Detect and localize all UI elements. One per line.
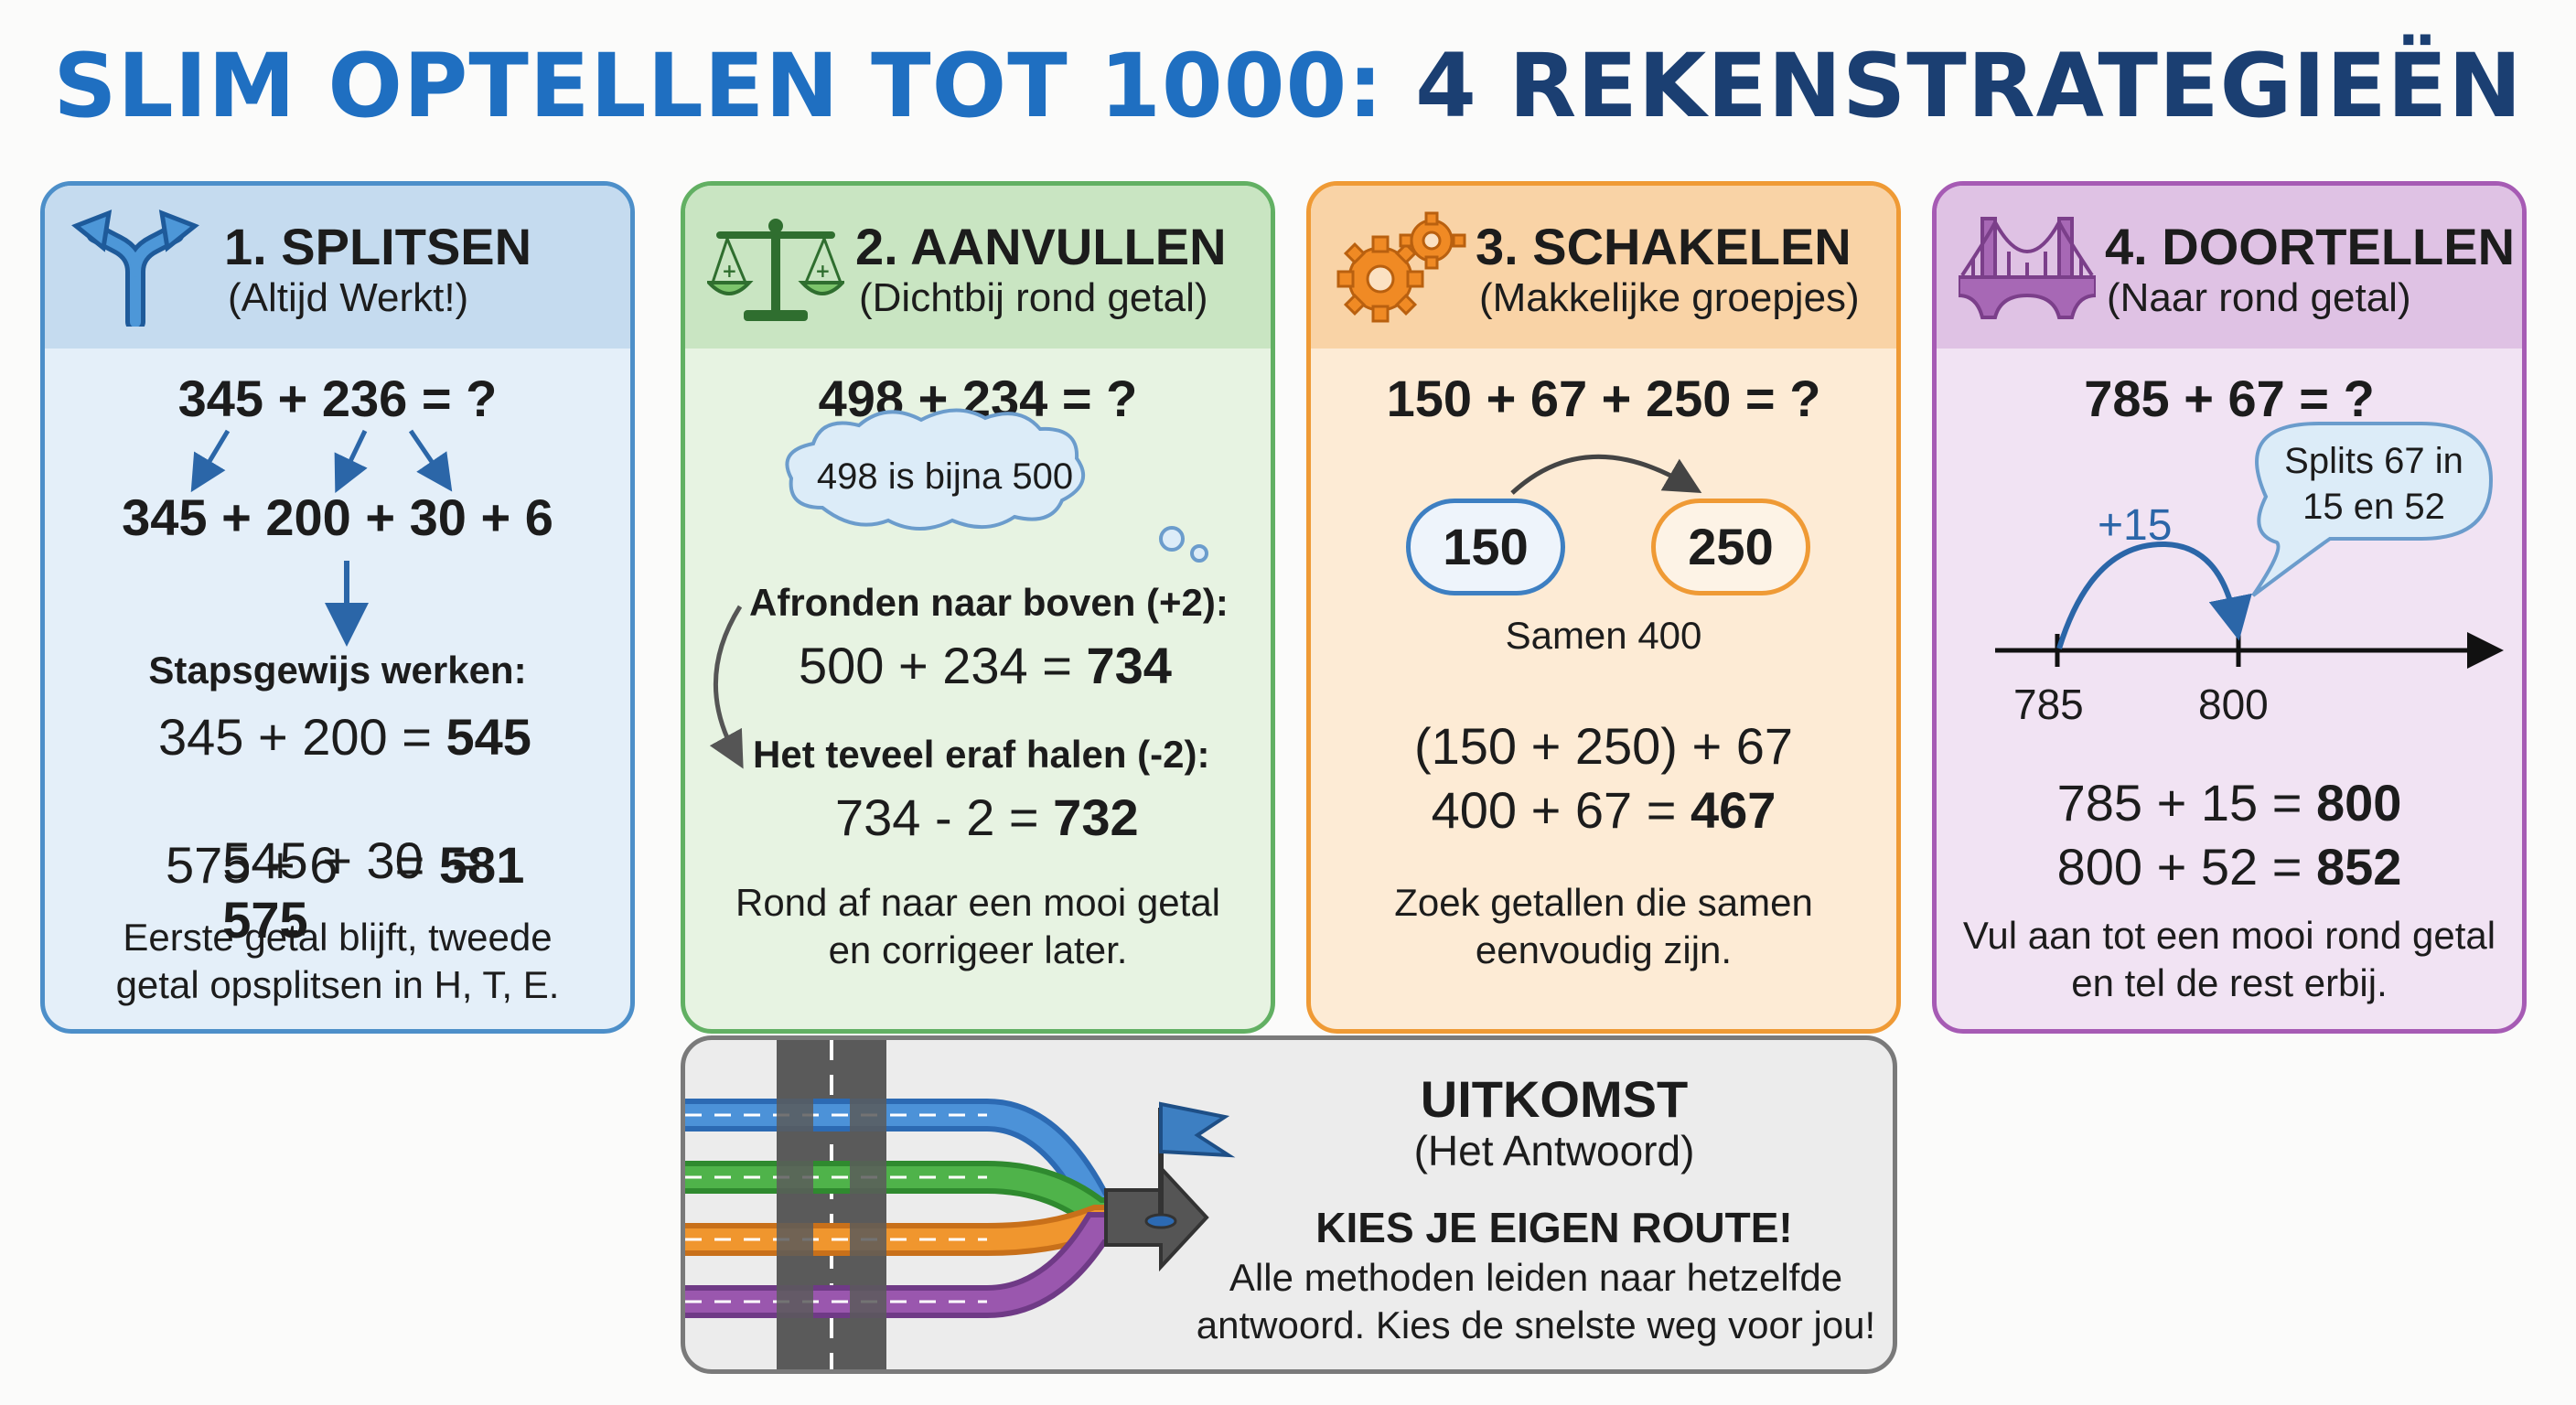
card-note: Rond af naar een mooi getal en corrigeer… [735,881,1221,971]
step1-label: Afronden naar boven (+2): [749,581,1229,624]
step-result: 545 [445,708,531,766]
step2: 734 - 2 = 732 [835,788,1139,847]
result-subtitle: (Het Antwoord) [1413,1127,1695,1174]
together-label: Samen 400 [1505,614,1702,657]
split-arrow-icon [71,209,199,327]
gears-icon [1336,211,1466,323]
step-expr: 545 + 30 = [222,831,482,889]
svg-text:+: + [815,260,831,282]
calc-result: 800 [2315,774,2402,831]
split-arrows [190,429,453,647]
step-result: 575 [222,891,308,949]
svg-text:+: + [722,260,737,282]
card-note: Eerste getal blijft, tweede getal opspli… [115,916,560,1006]
card-note: Zoek getallen die samen eenvoudig zijn. [1394,881,1813,971]
step2-label: Het teveel eraf halen (-2): [753,733,1210,776]
sum-result: 467 [1690,781,1776,839]
step-result: 581 [438,836,525,894]
card-splitsen: 1. SPLITSEN (Altijd Werkt!) 345 + 236 = … [40,181,635,1034]
calc-line-1: 785 + 15 = 800 [1937,773,2522,832]
card-title: 4. DOORTELLEN [2105,218,2516,275]
step-row: 545 + 30 = 575 [166,771,482,1009]
title-part-2: 4 REKENSTRATEGIEËN [1415,35,2523,137]
step-row: 345 + 200 = 545 [158,707,531,767]
link-arrow [1510,454,1702,495]
card-title: 1. SPLITSEN [224,218,532,275]
card-header: 4. DOORTELLEN (Naar rond getal) [1937,186,2522,349]
thought-cloud [709,408,1208,769]
card-title: 2. AANVULLEN [855,218,1227,275]
problem: 150 + 67 + 250 = ? [1386,370,1821,427]
card-aanvullen: + + 2. AANVULLEN (Dichtbij rond getal) 4… [681,181,1275,1034]
sum-expr: 400 + 67 = [1431,781,1677,839]
card-header: 3. SCHAKELEN (Makkelijke groepjes) [1311,186,1896,349]
bridge-icon [1959,217,2096,319]
card-subtitle: (Naar rond getal) [2107,275,2411,320]
step1-result: 734 [1086,637,1172,694]
tick-800: 800 [2198,681,2269,728]
calc-result: 852 [2315,838,2402,896]
step2-expr: 734 - 2 = [835,788,1039,846]
card-schakelen: 3. SCHAKELEN (Makkelijke groepjes) 150 +… [1306,181,1901,1034]
step-expr: 575 + 6 = [166,836,425,894]
card-subtitle: (Makkelijke groepjes) [1479,275,1860,320]
balance-scale-icon: + + [707,219,844,321]
card-title: 3. SCHAKELEN [1476,218,1852,275]
step-expr: 345 + 200 = [158,708,432,766]
step1: 500 + 234 = 734 [799,636,1172,695]
step2-result: 732 [1053,788,1139,846]
page-title: SLIM OPTELLEN TOT 1000: 4 REKENSTRATEGIE… [0,35,2576,137]
result-panel: UITKOMST (Het Antwoord) KIES JE EIGEN RO… [681,1035,1897,1374]
card-header: 1. SPLITSEN (Altijd Werkt!) [45,186,630,349]
callout-text: Splits 67 in 15 en 52 [2284,441,2463,527]
step1-expr: 500 + 234 = [799,637,1072,694]
thought-text: 498 is bijna 500 [816,456,1074,497]
problem: 785 + 67 = ? [2084,370,2375,427]
problem: 345 + 236 = ? [177,370,498,427]
result-text: Alle methoden leiden naar hetzelfde antw… [1196,1256,1876,1346]
step-row: 575 + 6 = 581 [166,835,524,895]
card-doortellen: 4. DOORTELLEN (Naar rond getal) 785 + 67… [1932,181,2527,1034]
tick-785: 785 [2013,681,2084,728]
number-line [1995,422,2504,669]
result-headline: KIES JE EIGEN ROUTE! [1315,1204,1793,1251]
card-header: + + 2. AANVULLEN (Dichtbij rond getal) [685,186,1271,349]
card-note: Vul aan tot een mooi rond getal en tel d… [1962,914,2496,1004]
calc-expr: 800 + 52 = [2056,838,2302,896]
card-subtitle: (Dichtbij rond getal) [859,275,1208,320]
regroup-line: (150 + 250) + 67 [1413,717,1794,775]
split-expression: 345 + 200 + 30 + 6 [122,488,553,546]
sum-line: 400 + 67 = 467 [1311,780,1896,840]
calc-expr: 785 + 15 = [2056,774,2302,831]
steps-label: Stapsgewijs werken: [148,649,527,692]
jump-label: +15 [2098,501,2173,550]
roads-flag-icon [685,1040,1236,1369]
result-title: UITKOMST [1420,1070,1689,1128]
pill-150: 150 [1406,499,1565,595]
pill-250: 250 [1651,499,1810,595]
title-part-1: SLIM OPTELLEN TOT 1000: [53,35,1384,137]
card-subtitle: (Altijd Werkt!) [228,275,469,320]
calc-line-2: 800 + 52 = 852 [1937,837,2522,896]
